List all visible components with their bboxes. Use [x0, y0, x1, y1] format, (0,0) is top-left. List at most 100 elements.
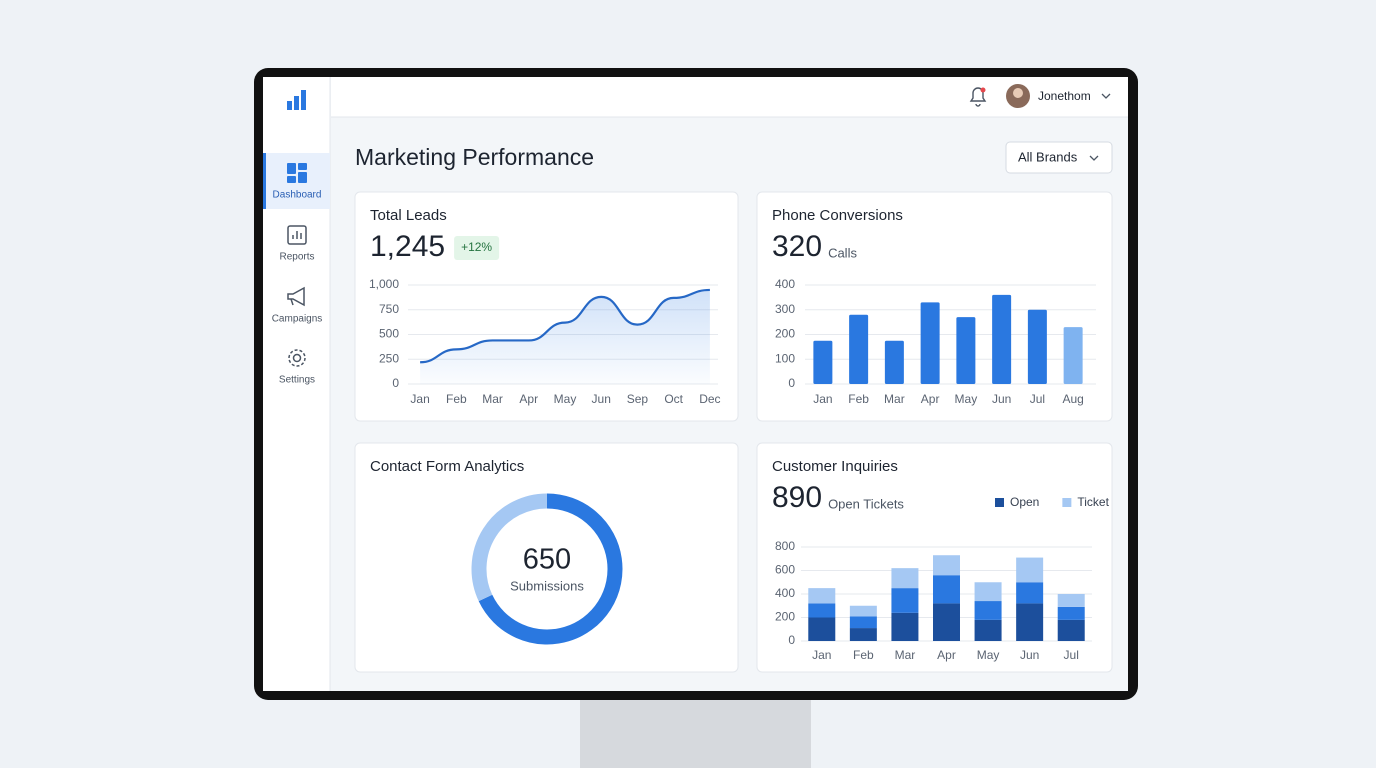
y-tick-label: 750: [379, 302, 399, 316]
x-tick-label: May: [554, 392, 577, 406]
legend-swatch: [995, 498, 1004, 507]
nav-active-indicator: [263, 153, 266, 209]
settings-icon: [288, 349, 306, 367]
y-tick-label: 100: [775, 351, 795, 365]
bar-segment: [891, 568, 919, 589]
x-tick-label: Sep: [627, 392, 649, 406]
x-tick-label: Jan: [813, 392, 832, 406]
kpi-badge: [454, 236, 500, 260]
campaigns-icon: [287, 286, 305, 307]
filter-chevron: [1089, 155, 1099, 161]
bar: [884, 340, 904, 384]
legend-label: Ticket: [1077, 495, 1109, 509]
bar-segment: [849, 605, 877, 617]
dashboard-icon: [287, 163, 307, 183]
x-tick-label: Feb: [446, 392, 467, 406]
x-tick-label: May: [955, 392, 978, 406]
kpi-badge-label: +12%: [461, 240, 492, 254]
y-tick-label: 400: [775, 586, 795, 600]
bar-segment: [808, 603, 836, 618]
line-area: [420, 289, 710, 384]
nav-item[interactable]: Settings: [279, 375, 315, 386]
bar-segment: [1057, 606, 1085, 620]
bar-segment: [891, 612, 919, 641]
y-tick-label: 300: [775, 302, 795, 316]
kpi-value: 1,245: [370, 230, 445, 263]
bar-segment: [1016, 557, 1044, 583]
y-tick-label: 0: [788, 633, 795, 647]
bar: [992, 294, 1012, 384]
bar-segment: [1057, 619, 1085, 641]
bar-segment: [849, 628, 877, 641]
bell-icon[interactable]: [969, 87, 987, 107]
x-tick-label: Jan: [410, 392, 429, 406]
x-tick-label: Apr: [519, 392, 538, 406]
bar: [1027, 309, 1047, 384]
card: [354, 442, 739, 673]
kpi-value: 650: [523, 544, 571, 576]
y-tick-label: 600: [775, 563, 795, 577]
bar: [920, 302, 940, 384]
x-tick-label: Aug: [1062, 392, 1083, 406]
user-name[interactable]: Jonethom: [1038, 89, 1091, 103]
nav-item[interactable]: Reports: [279, 252, 314, 263]
kpi-unit: Submissions: [510, 578, 584, 593]
x-tick-label: Mar: [884, 392, 905, 406]
x-tick-label: Dec: [699, 392, 720, 406]
x-tick-label: Oct: [664, 392, 683, 406]
x-tick-label: Apr: [921, 392, 940, 406]
top-bar: [331, 77, 1128, 117]
bar-segment: [933, 575, 960, 604]
card-title: Customer Inquiries: [772, 458, 898, 475]
bar-segment: [1016, 603, 1044, 641]
bar: [956, 317, 976, 384]
legend-label: Open: [1010, 495, 1039, 509]
bar-segment: [808, 588, 836, 604]
kpi-value: 320: [772, 230, 822, 263]
y-tick-label: 800: [775, 539, 795, 553]
bar-segment: [974, 601, 1002, 620]
bar-segment: [974, 582, 1002, 602]
y-tick-label: 250: [379, 351, 399, 365]
x-tick-label: Jan: [812, 648, 831, 662]
reports-icon: [287, 225, 307, 245]
card-title: Phone Conversions: [772, 207, 903, 224]
x-tick-label: Jul: [1064, 648, 1079, 662]
legend-swatch: [1062, 498, 1072, 507]
card-title: Total Leads: [370, 207, 447, 224]
bar-segment: [974, 619, 1002, 641]
brand-filter-label[interactable]: All Brands: [1018, 149, 1078, 164]
x-tick-label: Feb: [848, 392, 869, 406]
bar-segment: [808, 617, 836, 641]
nav-item[interactable]: Dashboard: [273, 190, 322, 201]
notification-dot: [980, 87, 986, 93]
bar-segment: [933, 603, 960, 641]
avatar-face: [1013, 88, 1023, 98]
brand-filter[interactable]: [1005, 141, 1113, 174]
x-tick-label: Mar: [895, 648, 916, 662]
y-tick-label: 0: [788, 376, 795, 390]
x-tick-label: Mar: [482, 392, 503, 406]
x-tick-label: Feb: [853, 648, 874, 662]
x-tick-label: Jun: [592, 392, 611, 406]
kpi-unit: Open Tickets: [828, 496, 904, 511]
bar-segment: [1057, 594, 1085, 607]
nav-item[interactable]: Campaigns: [272, 314, 323, 325]
logo: [287, 90, 306, 110]
y-tick-label: 200: [775, 610, 795, 624]
x-tick-label: May: [977, 648, 1000, 662]
x-tick-label: Jun: [1020, 648, 1039, 662]
x-tick-label: Apr: [937, 648, 956, 662]
bar-segment: [1016, 582, 1044, 604]
monitor-stand: [580, 698, 811, 768]
y-tick-label: 0: [392, 376, 399, 390]
x-tick-label: Jul: [1030, 392, 1045, 406]
card-title: Contact Form Analytics: [370, 458, 524, 475]
y-tick-label: 1,000: [369, 277, 399, 291]
x-tick-label: Jun: [992, 392, 1011, 406]
donut-segment: [471, 493, 548, 602]
nav-active-bg: [263, 153, 330, 209]
bar: [849, 314, 869, 384]
